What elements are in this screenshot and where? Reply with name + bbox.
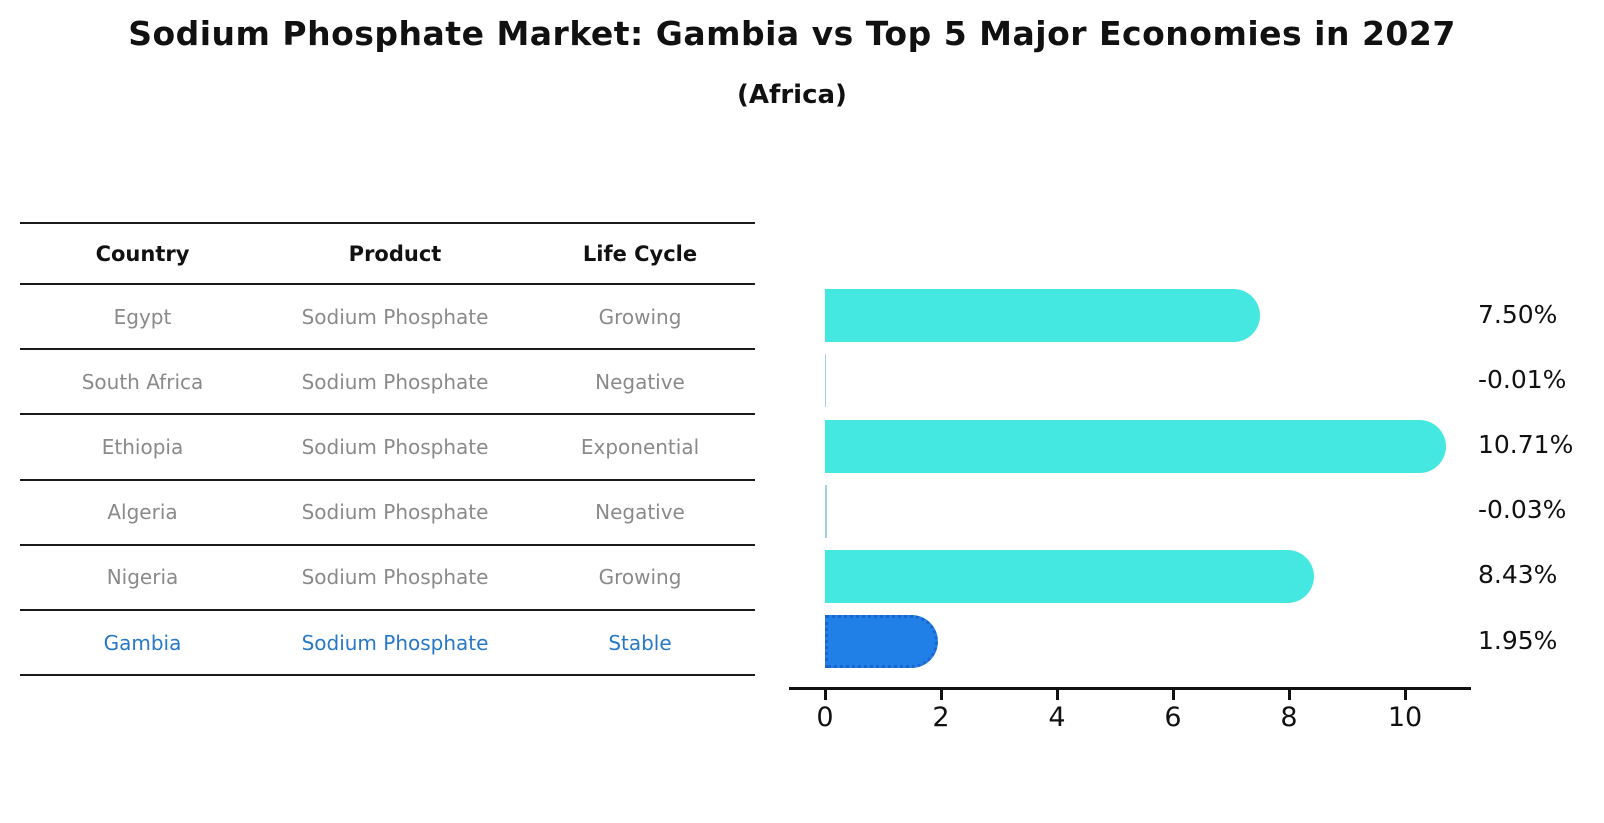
table-row-egypt: Egypt Sodium Phosphate Growing bbox=[20, 285, 755, 351]
value-label-ethiopia: 10.71% bbox=[1478, 430, 1574, 459]
table-body: Egypt Sodium Phosphate Growing South Africa… bbox=[20, 285, 755, 677]
chart-subtitle: (Africa) bbox=[737, 80, 847, 110]
bar-gambia bbox=[825, 615, 939, 669]
table-header-life-cycle: Life Cycle bbox=[582, 241, 698, 266]
x-tick-mark-10 bbox=[1403, 690, 1407, 700]
cell-country: Ethiopia bbox=[101, 434, 184, 459]
cell-country: Egypt bbox=[113, 304, 172, 329]
value-label-egypt: 7.50% bbox=[1478, 299, 1558, 329]
bar-south-africa bbox=[825, 354, 826, 408]
x-tick-label-8: 8 bbox=[1280, 702, 1298, 733]
cell-country: Nigeria bbox=[106, 565, 179, 590]
table-header-row: Country Product Life Cycle bbox=[20, 224, 755, 285]
value-label-nigeria: 8.43% bbox=[1478, 560, 1558, 590]
x-tick-mark-6 bbox=[1171, 690, 1175, 700]
x-tick-label-10: 10 bbox=[1387, 702, 1423, 733]
x-tick-label-4: 4 bbox=[1048, 702, 1066, 733]
value-label-south-africa: -0.01% bbox=[1478, 364, 1567, 394]
table-row-nigeria: Nigeria Sodium Phosphate Growing bbox=[20, 546, 755, 611]
cell-product: Sodium Phosphate bbox=[301, 565, 489, 590]
cell-product: Sodium Phosphate bbox=[301, 500, 489, 525]
value-label-gambia: 1.95% bbox=[1478, 625, 1558, 655]
cell-life-cycle: Negative bbox=[595, 500, 685, 525]
x-axis-line bbox=[789, 687, 1471, 690]
x-tick-label-6: 6 bbox=[1164, 702, 1182, 733]
bar-ethiopia bbox=[825, 419, 1447, 473]
table-header-product: Product bbox=[348, 241, 442, 266]
cell-life-cycle: Stable bbox=[608, 630, 672, 655]
cell-country: Gambia bbox=[103, 630, 182, 655]
cell-product: Sodium Phosphate bbox=[301, 304, 489, 329]
cell-product: Sodium Phosphate bbox=[301, 434, 489, 459]
bar-algeria bbox=[825, 484, 827, 538]
table-row-south-africa: South Africa Sodium Phosphate Negative bbox=[20, 350, 755, 416]
cell-product: Sodium Phosphate bbox=[301, 369, 489, 394]
table-row-ethiopia: Ethiopia Sodium Phosphate Exponential bbox=[20, 415, 755, 481]
x-tick-label-2: 2 bbox=[932, 702, 950, 733]
value-label-algeria: -0.03% bbox=[1478, 495, 1567, 525]
x-tick-mark-2 bbox=[939, 690, 943, 700]
info-table: Country Product Life Cycle Egypt Sodium P… bbox=[20, 222, 755, 677]
bar-egypt bbox=[825, 289, 1260, 343]
cell-life-cycle: Growing bbox=[598, 565, 682, 590]
cell-life-cycle: Exponential bbox=[580, 434, 700, 459]
x-tick-mark-8 bbox=[1287, 690, 1291, 700]
cell-country: Algeria bbox=[107, 500, 178, 525]
x-tick-label-0: 0 bbox=[816, 702, 834, 733]
cell-country: South Africa bbox=[81, 369, 204, 394]
x-tick-mark-4 bbox=[1055, 690, 1059, 700]
chart-title: Sodium Phosphate Market: Gambia vs Top 5… bbox=[128, 14, 1456, 53]
cell-life-cycle: Growing bbox=[598, 304, 682, 329]
table-row-algeria: Algeria Sodium Phosphate Negative bbox=[20, 481, 755, 546]
cell-life-cycle: Negative bbox=[595, 369, 685, 394]
bar-nigeria bbox=[825, 549, 1314, 603]
x-tick-mark-0 bbox=[823, 690, 827, 700]
table-row-gambia: Gambia Sodium Phosphate Stable bbox=[20, 611, 755, 677]
cell-product: Sodium Phosphate bbox=[301, 630, 489, 655]
table-header-country: Country bbox=[95, 241, 190, 266]
